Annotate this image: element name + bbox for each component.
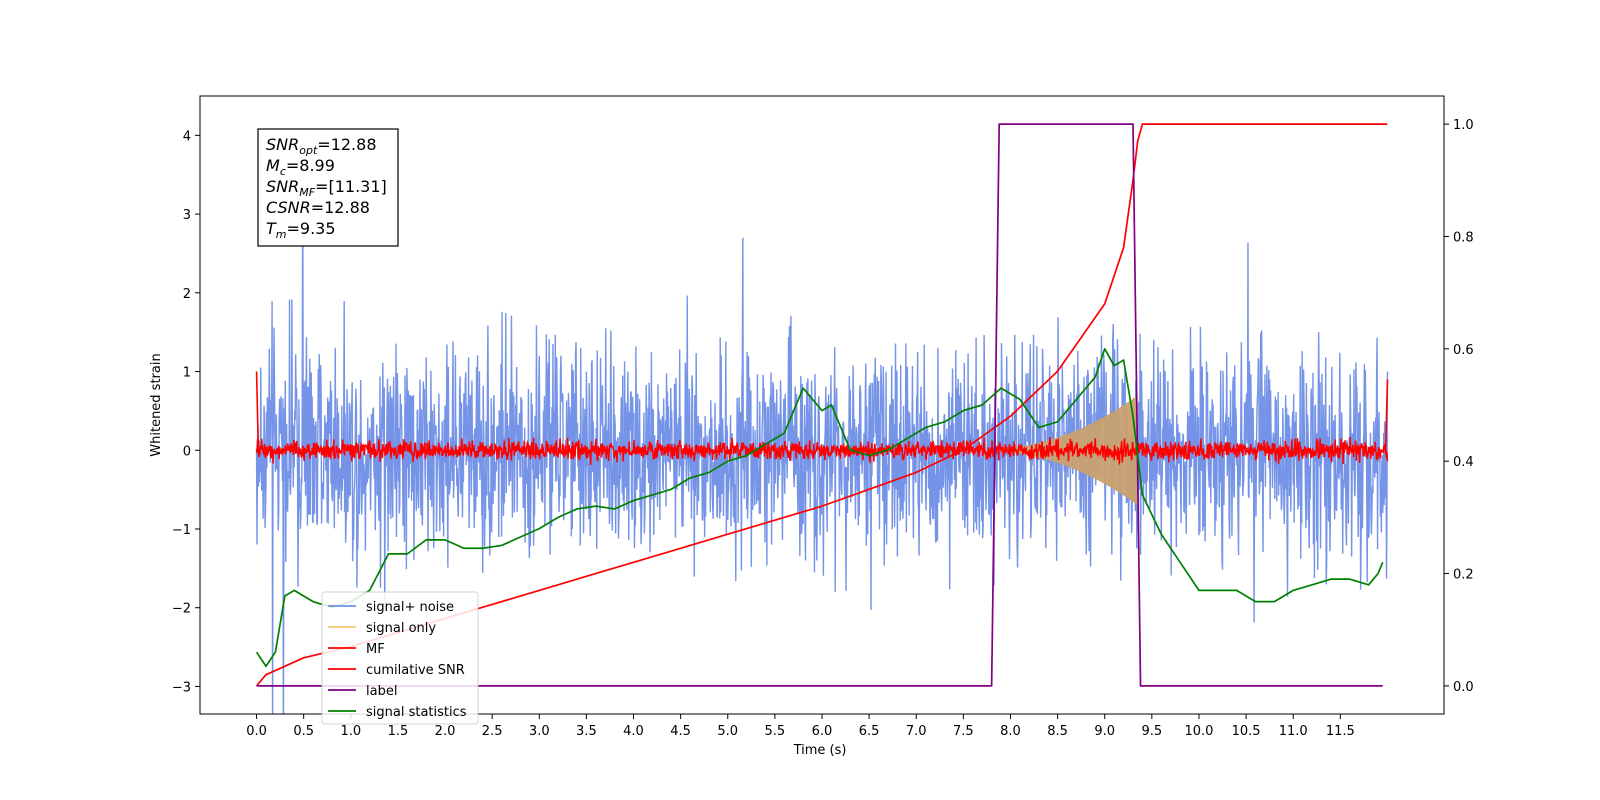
annotation-line: CSNR=12.88 bbox=[266, 198, 370, 217]
y-right-tick-label: 0.2 bbox=[1453, 568, 1474, 583]
annotation-line: SNRopt=12.88 bbox=[266, 135, 377, 157]
x-tick-label: 6.0 bbox=[812, 724, 833, 739]
x-axis: 0.0 0.5 1.0 1.5 2.0 2.5 3.0 3.5 4.0 4.5 5.0 5.5 6.0 6… bbox=[246, 714, 1355, 739]
x-tick-label: 5.0 bbox=[717, 724, 738, 739]
x-tick-label: 7.0 bbox=[906, 724, 927, 739]
x-tick-label: 1.0 bbox=[340, 724, 361, 739]
series-mf bbox=[255, 436, 1389, 466]
legend-label-signal-statistics: signal statistics bbox=[366, 705, 467, 720]
y-left-tick-label: 3 bbox=[183, 208, 191, 223]
annotation-line: Mc=8.99 bbox=[266, 156, 335, 178]
x-tick-label: 5.5 bbox=[765, 724, 786, 739]
annotation-box: SNRopt=12.88Mc=8.99SNRMF=[11.31]CSNR=12.… bbox=[257, 128, 399, 247]
x-tick-label: 4.5 bbox=[670, 724, 691, 739]
x-tick-label: 3.5 bbox=[576, 724, 597, 739]
mf-start-spike bbox=[255, 371, 260, 455]
y-axis-right: 0.0 0.2 0.4 0.6 0.8 1.0 bbox=[1444, 118, 1474, 695]
annotation-line: Tm=9.35 bbox=[266, 219, 336, 241]
x-tick-label: 2.0 bbox=[435, 724, 456, 739]
x-tick-label: 11.0 bbox=[1279, 724, 1308, 739]
legend: signal+ noise signal only MF cumilative SNR… bbox=[321, 591, 479, 725]
series-label bbox=[256, 123, 1383, 687]
x-tick-label: 0.5 bbox=[293, 724, 314, 739]
legend-label-signal-noise: signal+ noise bbox=[366, 600, 454, 615]
x-tick-label: 1.5 bbox=[388, 724, 409, 739]
x-tick-label: 0.0 bbox=[246, 724, 267, 739]
x-tick-label: 11.5 bbox=[1326, 724, 1355, 739]
x-tick-label: 10.5 bbox=[1232, 724, 1261, 739]
legend-label-cumilative-snr: cumilative SNR bbox=[366, 663, 465, 678]
legend-label-mf: MF bbox=[366, 642, 385, 657]
y-axis-left: −3 −2 −1 0 1 2 3 4 bbox=[172, 129, 200, 695]
x-tick-label: 9.5 bbox=[1142, 724, 1163, 739]
x-tick-label: 2.5 bbox=[482, 724, 503, 739]
y-right-tick-label: 0.0 bbox=[1453, 680, 1474, 695]
y-left-tick-label: 2 bbox=[183, 287, 191, 302]
x-tick-label: 7.5 bbox=[953, 724, 974, 739]
y-left-tick-label: −2 bbox=[172, 602, 191, 617]
y-right-tick-label: 1.0 bbox=[1453, 118, 1474, 133]
annotation-frame bbox=[257, 128, 399, 247]
y-left-tick-label: 4 bbox=[183, 129, 191, 144]
legend-frame bbox=[321, 591, 479, 725]
series-signal-statistics bbox=[255, 347, 1384, 668]
x-tick-label: 3.0 bbox=[529, 724, 550, 739]
x-tick-label: 6.5 bbox=[859, 724, 880, 739]
legend-label-signal-only: signal only bbox=[366, 621, 436, 636]
x-tick-label: 9.0 bbox=[1094, 724, 1115, 739]
y-right-tick-label: 0.6 bbox=[1453, 343, 1474, 358]
x-tick-label: 8.5 bbox=[1047, 724, 1068, 739]
y-right-tick-label: 0.4 bbox=[1453, 455, 1474, 470]
y-left-tick-label: −1 bbox=[172, 523, 191, 538]
y-axis-label: Whitened strain bbox=[149, 353, 164, 456]
annotation-line: SNRMF=[11.31] bbox=[266, 177, 387, 199]
mf-end-spike bbox=[1384, 379, 1389, 455]
x-tick-label: 4.0 bbox=[623, 724, 644, 739]
x-axis-label: Time (s) bbox=[793, 743, 847, 758]
plot-area bbox=[255, 123, 1389, 714]
y-left-tick-label: 1 bbox=[183, 366, 191, 381]
y-left-tick-label: −3 bbox=[172, 680, 191, 695]
x-tick-label: 10.0 bbox=[1184, 724, 1213, 739]
y-right-tick-label: 0.8 bbox=[1453, 230, 1474, 245]
x-tick-label: 8.0 bbox=[1000, 724, 1021, 739]
legend-label-label: label bbox=[366, 684, 397, 699]
y-left-tick-label: 0 bbox=[183, 444, 191, 459]
